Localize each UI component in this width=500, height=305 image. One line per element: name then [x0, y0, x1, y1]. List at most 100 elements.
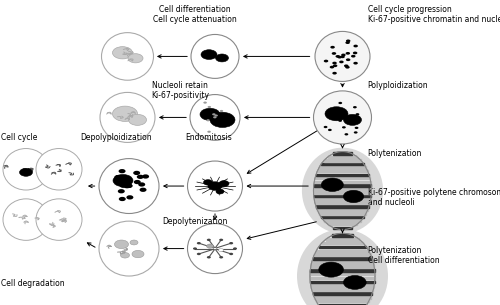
- Circle shape: [138, 182, 145, 187]
- Circle shape: [124, 184, 130, 188]
- Circle shape: [338, 56, 342, 59]
- Circle shape: [342, 126, 346, 128]
- Text: Depolyploidization: Depolyploidization: [80, 133, 152, 142]
- Bar: [315, 202, 370, 204]
- Circle shape: [346, 52, 350, 55]
- Circle shape: [130, 240, 138, 245]
- Circle shape: [351, 55, 356, 58]
- Text: Ki-67-positive polytene chromosomes: Ki-67-positive polytene chromosomes: [368, 188, 500, 197]
- Bar: [328, 156, 358, 158]
- Circle shape: [126, 195, 134, 199]
- Ellipse shape: [310, 233, 375, 305]
- Circle shape: [341, 111, 345, 113]
- Ellipse shape: [99, 221, 159, 276]
- Ellipse shape: [102, 33, 154, 80]
- Text: Ki-67-positive chromatin and nucleoli: Ki-67-positive chromatin and nucleoli: [368, 15, 500, 24]
- Circle shape: [197, 253, 201, 255]
- Circle shape: [324, 60, 328, 63]
- Circle shape: [213, 116, 216, 118]
- Bar: [310, 273, 375, 275]
- Bar: [314, 184, 371, 186]
- Circle shape: [193, 247, 197, 250]
- Circle shape: [354, 131, 358, 134]
- Circle shape: [116, 175, 122, 179]
- Text: Endomitosis: Endomitosis: [185, 133, 232, 142]
- Bar: [334, 152, 351, 155]
- Text: Cell differentiation: Cell differentiation: [159, 5, 231, 14]
- Bar: [312, 261, 374, 264]
- Text: Nucleoli retain: Nucleoli retain: [152, 81, 208, 90]
- Circle shape: [344, 275, 366, 289]
- Bar: [316, 205, 369, 208]
- Circle shape: [112, 47, 132, 59]
- Circle shape: [344, 133, 348, 135]
- Circle shape: [210, 112, 235, 127]
- Circle shape: [219, 181, 229, 187]
- Ellipse shape: [99, 159, 159, 213]
- Text: Cell degradation: Cell degradation: [1, 279, 64, 288]
- Ellipse shape: [3, 149, 49, 190]
- Bar: [321, 163, 364, 165]
- Ellipse shape: [188, 224, 242, 274]
- Bar: [310, 269, 374, 271]
- Circle shape: [354, 45, 358, 47]
- Bar: [319, 212, 366, 215]
- Circle shape: [128, 114, 146, 125]
- Circle shape: [134, 180, 141, 184]
- Circle shape: [218, 249, 224, 252]
- Bar: [328, 223, 358, 225]
- Circle shape: [332, 52, 336, 55]
- Circle shape: [119, 197, 126, 201]
- Circle shape: [322, 178, 344, 192]
- Text: Polytenization: Polytenization: [368, 246, 422, 255]
- Bar: [326, 238, 359, 241]
- Circle shape: [214, 114, 218, 117]
- Circle shape: [341, 54, 345, 56]
- Bar: [314, 198, 370, 201]
- Circle shape: [120, 184, 127, 188]
- Circle shape: [345, 66, 350, 69]
- Ellipse shape: [314, 152, 372, 230]
- Bar: [324, 160, 361, 162]
- Circle shape: [137, 175, 144, 179]
- Bar: [318, 209, 368, 211]
- Ellipse shape: [314, 91, 372, 144]
- Ellipse shape: [36, 149, 82, 190]
- Circle shape: [120, 253, 130, 258]
- Circle shape: [220, 110, 223, 112]
- Circle shape: [204, 180, 212, 185]
- Circle shape: [332, 62, 337, 64]
- Bar: [316, 249, 369, 252]
- Text: and nucleoli: and nucleoli: [368, 198, 414, 207]
- Text: Cell cycle attenuation: Cell cycle attenuation: [153, 15, 237, 24]
- Bar: [332, 234, 352, 237]
- Circle shape: [332, 109, 336, 111]
- Bar: [319, 167, 366, 169]
- Ellipse shape: [36, 199, 82, 240]
- Circle shape: [344, 114, 361, 125]
- Circle shape: [212, 113, 216, 115]
- Bar: [314, 253, 370, 256]
- Ellipse shape: [188, 161, 242, 211]
- Circle shape: [337, 118, 340, 120]
- Bar: [334, 227, 351, 229]
- Circle shape: [204, 102, 207, 104]
- Text: Polytenization: Polytenization: [368, 149, 422, 159]
- Text: Depolytenization: Depolytenization: [162, 217, 228, 226]
- Circle shape: [118, 169, 126, 173]
- Circle shape: [338, 102, 342, 104]
- Circle shape: [207, 256, 211, 259]
- Circle shape: [112, 106, 138, 121]
- Circle shape: [354, 62, 358, 65]
- Circle shape: [113, 174, 133, 187]
- Circle shape: [338, 120, 342, 122]
- Bar: [318, 170, 368, 172]
- Ellipse shape: [191, 34, 239, 78]
- Circle shape: [20, 168, 32, 176]
- Circle shape: [118, 189, 125, 193]
- Bar: [315, 177, 370, 179]
- Circle shape: [125, 184, 132, 188]
- Text: Cell cycle: Cell cycle: [1, 133, 38, 142]
- Circle shape: [216, 54, 228, 62]
- Circle shape: [208, 182, 222, 190]
